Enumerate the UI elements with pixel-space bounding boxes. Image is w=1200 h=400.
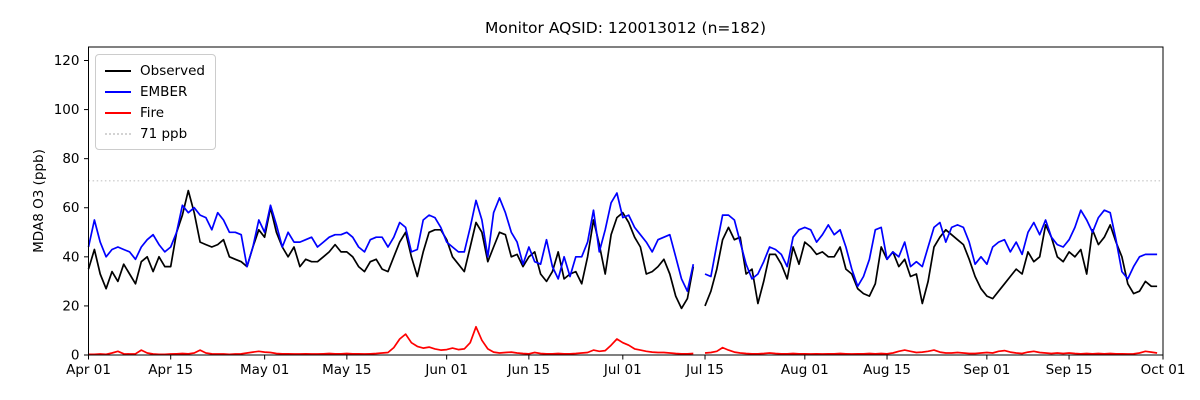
x-tick-label: Jun 15 — [507, 362, 551, 378]
y-tick-label: 40 — [62, 249, 79, 265]
y-tick-label: 60 — [62, 200, 79, 216]
x-tick-label: Sep 15 — [1046, 362, 1093, 378]
x-tick-label: May 01 — [240, 362, 289, 378]
threshold-line-sample-icon — [105, 132, 131, 135]
legend-item-threshold: 71 ppb — [105, 123, 205, 144]
x-tick-label: Jul 01 — [603, 362, 642, 378]
y-tick-label: 100 — [54, 102, 80, 118]
legend-item-ember: EMBER — [105, 81, 205, 102]
x-tick-label: May 15 — [322, 362, 371, 378]
x-tick-label: Apr 01 — [66, 362, 111, 378]
legend-item-observed: Observed — [105, 60, 205, 81]
legend-label: 71 ppb — [140, 125, 188, 142]
series-line-fire — [88, 325, 694, 356]
observed-line-sample-icon — [105, 69, 131, 72]
y-tick-label: 20 — [62, 298, 79, 314]
legend-label: EMBER — [140, 83, 188, 100]
x-tick-label: Jul 15 — [685, 362, 724, 378]
y-tick-label: 80 — [62, 151, 79, 167]
x-tick-label: Jun 01 — [424, 362, 468, 378]
series-line-ember — [87, 192, 695, 293]
x-tick-label: Aug 01 — [781, 362, 829, 378]
x-tick-label: Sep 01 — [963, 362, 1010, 378]
series-line-observed — [704, 224, 1158, 307]
x-tick-label: Aug 15 — [863, 362, 911, 378]
legend: Observed EMBER Fire 71 ppb — [95, 54, 216, 150]
ember-line-sample-icon — [105, 90, 131, 93]
axes-frame — [88, 46, 1164, 356]
fire-line-sample-icon — [105, 111, 131, 114]
legend-label: Fire — [140, 104, 165, 121]
x-tick-label: Oct 01 — [1141, 362, 1186, 378]
legend-item-fire: Fire — [105, 102, 205, 123]
series-line-fire — [704, 346, 1158, 355]
y-tick-label: 120 — [54, 53, 80, 69]
y-tick-label: 0 — [71, 348, 80, 364]
legend-label: Observed — [140, 62, 205, 79]
series-line-ember — [704, 209, 1158, 288]
series-line-observed — [87, 189, 695, 310]
x-tick-label: Apr 15 — [148, 362, 193, 378]
chart-title: Monitor AQSID: 120013012 (n=182) — [484, 19, 767, 37]
